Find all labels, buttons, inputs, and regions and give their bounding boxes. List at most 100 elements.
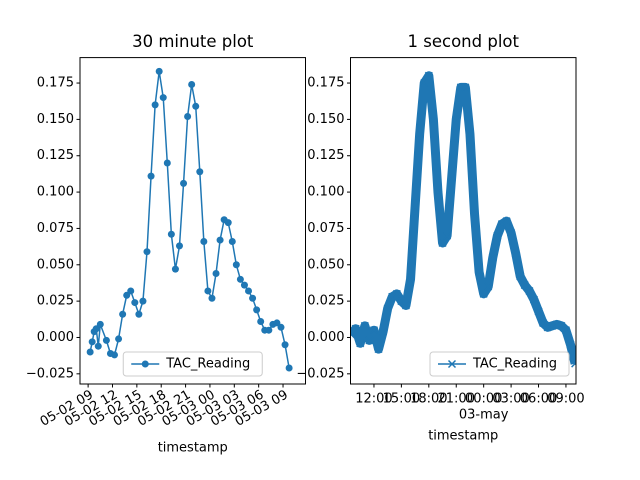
y-tick-label: 0.000 — [37, 330, 74, 345]
y-tick-label: 0.025 — [37, 294, 74, 309]
y-tick-label: 0.000 — [307, 330, 344, 345]
marker — [115, 335, 123, 343]
y-tick-label: 0.100 — [37, 185, 74, 200]
marker — [147, 172, 155, 180]
legend-box — [429, 351, 570, 377]
marker — [192, 102, 200, 110]
x-tick-label: 21:00 — [438, 392, 475, 407]
marker — [245, 287, 253, 295]
marker — [534, 307, 543, 316]
y-tick-label: −0.025 — [26, 366, 74, 381]
x-axis-label: timestamp — [158, 441, 228, 456]
marker — [507, 228, 516, 237]
marker — [424, 71, 433, 80]
marker — [433, 188, 442, 197]
axes-frame — [350, 57, 577, 385]
marker — [470, 209, 479, 218]
marker — [224, 219, 232, 227]
marker — [232, 261, 240, 269]
marker — [420, 79, 429, 88]
marker — [392, 289, 401, 298]
y-tick-label: 0.175 — [37, 76, 74, 91]
marker — [452, 115, 461, 124]
marker — [465, 129, 474, 138]
data-line — [350, 71, 576, 365]
legend-label: TAC_Reading — [165, 357, 250, 372]
marker — [151, 101, 159, 109]
y-tick-label: 0.050 — [37, 257, 74, 272]
plot-area — [350, 71, 576, 368]
y-tick-label: 0.050 — [307, 257, 344, 272]
marker — [216, 236, 224, 244]
marker — [175, 242, 183, 250]
marker — [543, 323, 552, 332]
x-tick-label: 09:00 — [547, 392, 584, 407]
marker — [447, 359, 457, 369]
marker — [111, 351, 119, 359]
marker — [240, 281, 248, 289]
marker — [369, 326, 378, 335]
x-tick-label: 00:00 — [465, 392, 502, 407]
marker — [184, 112, 192, 120]
marker — [119, 310, 127, 318]
marker — [155, 67, 163, 75]
marker — [139, 297, 147, 305]
x-axis-label: timestamp — [428, 429, 498, 444]
marker — [461, 83, 470, 92]
marker — [285, 364, 293, 372]
marker — [86, 348, 94, 356]
marker — [96, 320, 104, 328]
marker — [159, 94, 167, 102]
marker — [374, 345, 383, 354]
marker — [475, 268, 484, 277]
marker — [88, 338, 96, 346]
marker — [131, 299, 139, 307]
marker — [479, 289, 488, 298]
marker — [351, 324, 360, 333]
marker — [383, 304, 392, 313]
chart-title: 1 second plot — [408, 32, 520, 51]
marker — [561, 326, 570, 335]
marker — [167, 230, 175, 238]
marker — [360, 321, 369, 330]
axes-frame — [79, 57, 306, 385]
x-tick-label: 18:00 — [410, 392, 447, 407]
marker — [502, 217, 511, 226]
y-tick-label: 0.100 — [307, 185, 344, 200]
marker — [388, 292, 397, 301]
x-tick-label: 12:00 — [355, 392, 392, 407]
marker — [350, 330, 356, 339]
marker — [141, 360, 149, 368]
marker — [516, 272, 525, 281]
y-tick-label: 0.125 — [307, 148, 344, 163]
x-tick-label: 06:00 — [520, 392, 557, 407]
y-tick-label: 0.125 — [37, 148, 74, 163]
marker — [281, 341, 289, 349]
legend-label: TAC_Reading — [472, 357, 557, 372]
data-line — [89, 70, 290, 369]
marker — [277, 323, 285, 331]
marker — [135, 310, 143, 318]
marker — [94, 342, 102, 350]
x-tick-sublabel: 03-may — [459, 408, 509, 423]
marker — [401, 301, 410, 310]
marker — [566, 340, 575, 349]
chart-title: 30 minute plot — [132, 32, 254, 51]
marker — [438, 238, 447, 248]
marker — [196, 168, 204, 176]
marker — [365, 336, 374, 345]
marker — [212, 270, 220, 278]
y-tick-label: 0.150 — [307, 112, 344, 127]
marker — [228, 238, 236, 246]
legend-box — [122, 351, 263, 377]
marker — [415, 129, 424, 138]
y-tick-label: 0.075 — [307, 221, 344, 236]
plot-area — [86, 67, 293, 372]
marker — [529, 295, 538, 304]
marker — [571, 359, 576, 368]
x-tick-label: 15:00 — [383, 392, 420, 407]
marker — [493, 231, 502, 240]
marker — [548, 321, 557, 330]
marker — [200, 238, 208, 246]
